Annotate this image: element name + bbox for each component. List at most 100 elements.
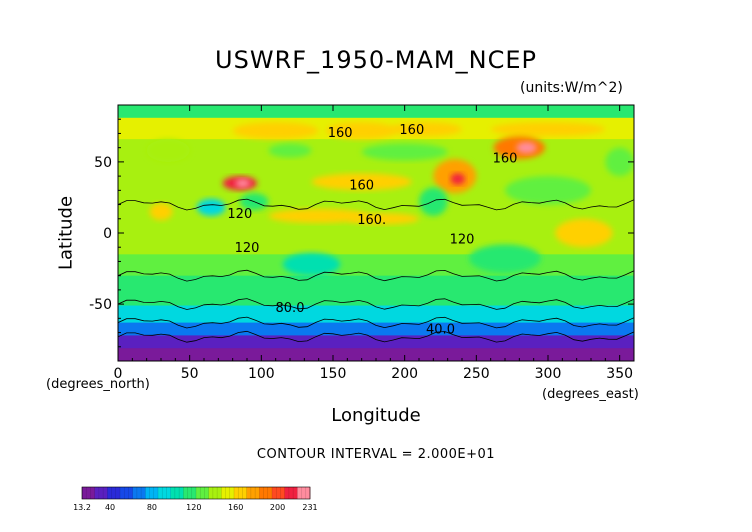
lat-band [118,279,634,285]
colorbar-tick-label: 231 [302,503,317,512]
lat-band [118,207,634,213]
colorbar-swatch [132,487,146,499]
x-units-label: (degrees_north) [46,377,150,392]
lat-band [118,224,634,230]
lat-band [118,233,634,238]
lat-band [118,237,634,243]
lat-band [118,109,634,115]
colorbar-tick-label: 40 [105,503,115,512]
lat-band [118,271,634,277]
units-label: (units:W/m^2) [520,80,623,96]
lat-band [118,228,634,234]
y-tick-label: 50 [94,155,112,171]
contour-label: 160 [349,179,374,194]
lat-band [118,343,634,349]
lat-band [118,262,634,268]
colorbar-swatch [158,487,172,499]
field-feature [268,208,369,224]
lat-band [118,309,634,315]
lat-band [118,267,634,272]
field-feature [555,218,613,248]
lat-band [118,113,634,119]
lat-band [118,169,634,174]
field-feature [605,147,634,177]
lat-band [118,245,634,251]
colorbar-swatch [246,487,260,499]
lat-band [118,305,634,311]
x-tick-label: 250 [463,366,490,382]
lat-band [118,348,634,354]
lat-band [118,288,634,294]
field-feature [268,143,312,158]
contour-label: 40.0 [426,322,455,337]
lat-band [118,258,634,264]
x-tick-label: 50 [181,366,199,382]
lat-band [118,198,634,204]
heatmap-field [118,105,634,361]
lat-band [118,284,634,290]
lat-band [118,301,634,307]
lat-band [118,352,634,358]
colorbar-tick-label: 200 [270,503,285,512]
lat-band [118,164,634,170]
contour-label: 160 [328,126,353,141]
colorbar-swatch [208,487,222,499]
contour-line [118,198,634,211]
lat-band [118,250,634,255]
lat-band [118,117,634,123]
colorbar-tick-label: 120 [186,503,201,512]
x-tick-label: 100 [248,366,275,382]
field-feature [347,213,419,225]
contour-label: 120 [450,233,475,248]
colorbar-swatch [120,487,134,499]
colorbar-swatch [297,487,311,499]
lat-band [118,156,634,162]
colorbar-swatch [259,487,273,499]
chart-title: USWRF_1950-MAM_NCEP [215,46,537,74]
lat-band [118,105,634,110]
field-feature [235,178,250,188]
x-tick-label: 300 [535,366,562,382]
field-feature [390,122,462,137]
field-feature [196,198,226,216]
contour-line [118,269,634,282]
colorbar-swatch [183,487,197,499]
colorbar-tick-label: 80 [147,503,157,512]
lat-band [118,194,634,200]
field-feature [419,187,448,216]
lat-band [118,190,634,196]
field-feature [469,244,541,273]
contour-label: 120 [235,241,260,256]
colorbar: 13.2 40 80 120 160 200 231 [73,486,318,512]
colorbar-swatch [221,487,235,499]
field-feature [282,252,341,276]
field-feature [505,176,591,205]
field-feature [149,203,173,221]
lat-band [118,139,634,144]
contour-interval-label: CONTOUR INTERVAL = 2.000E+01 [256,447,496,462]
x-tick-label: 200 [391,366,418,382]
colorbar-swatch [234,487,248,499]
contour-label: 80.0 [276,301,305,316]
field-feature [311,173,412,191]
colorbar-swatch [107,487,121,499]
colorbar-swatch [196,487,210,499]
field-feature [490,122,606,137]
colorbar-tick-label: 13.2 [73,503,91,512]
contour-labels: 160 160 160 160 160. 120 120 120 80.0 40.0 [227,123,517,337]
lat-band [118,339,634,345]
lat-band [118,160,634,166]
lat-band [118,292,634,298]
lat-band [118,203,634,208]
lat-band [118,254,634,260]
field-feature [325,122,398,140]
x-tick-label: 350 [606,366,633,382]
lat-band [118,335,634,341]
field-feature [450,173,465,185]
contour-line [118,330,634,343]
y-tick-label: 0 [103,226,112,242]
lat-band [118,318,634,324]
colorbar-swatch [94,487,108,499]
x-units-label-right: (degrees_east) [542,387,639,402]
